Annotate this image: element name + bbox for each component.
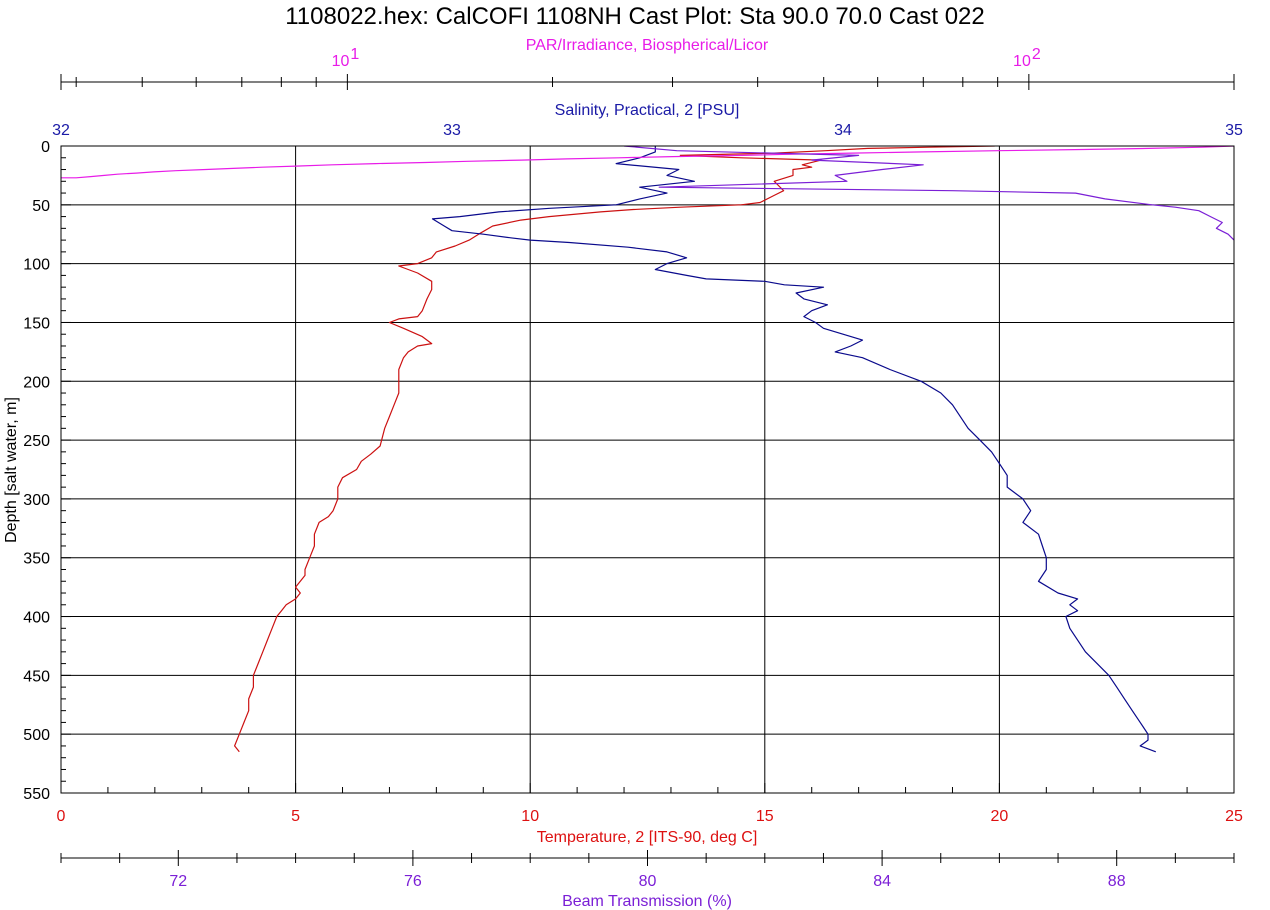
plot-grid (60, 145, 1235, 794)
depth-axis-label: Depth [salt water, m] (3, 397, 20, 543)
temperature-axis: 0 5 10 15 20 25 (57, 783, 1243, 825)
plot-frame (60, 145, 1235, 794)
beam-axis-label: Beam Transmission (%) (562, 893, 732, 910)
depth-tick-label: 200 (23, 374, 50, 391)
beam-tick-label: 80 (639, 873, 657, 890)
temperature-tick-label: 15 (756, 808, 774, 825)
par-axis-label: PAR/Irradiance, Biospherical/Licor (526, 37, 769, 54)
depth-tick-label: 100 (23, 257, 50, 274)
salinity-line (431, 146, 1157, 753)
beam-tick-label: 72 (169, 873, 187, 890)
temperature-tick-label: 25 (1225, 808, 1243, 825)
beam-tick-label: 88 (1108, 873, 1126, 890)
depth-tick-label: 250 (23, 433, 50, 450)
beam-line (623, 146, 1234, 241)
series-layer (61, 146, 1234, 753)
par-tick-label: 10 (332, 53, 350, 70)
depth-tick-label: 550 (23, 786, 50, 803)
chart-title: 1108022.hex: CalCOFI 1108NH Cast Plot: S… (285, 3, 985, 30)
beam-tick-label: 84 (873, 873, 891, 890)
temperature-tick-label: 5 (291, 808, 300, 825)
depth-tick-label: 300 (23, 492, 50, 509)
beam-axis: 72 76 80 84 88 (60, 850, 1235, 890)
depth-axis: 0 50 100 150 200 250 300 350 400 450 500 550 (23, 139, 71, 803)
par-tick-exponent: 1 (350, 46, 359, 63)
depth-tick-label: 150 (23, 315, 50, 332)
temperature-tick-label: 10 (521, 808, 539, 825)
par-axis: 10 1 10 2 (60, 46, 1235, 90)
par-tick-label: 10 (1013, 53, 1031, 70)
depth-tick-label: 450 (23, 668, 50, 685)
salinity-tick-label: 32 (52, 122, 70, 139)
salinity-axis: 32 33 34 35 (52, 122, 1243, 139)
temperature-tick-label: 20 (991, 808, 1009, 825)
depth-tick-label: 400 (23, 610, 50, 627)
par-line (61, 146, 1234, 179)
par-tick-exponent: 2 (1032, 46, 1041, 63)
depth-tick-label: 500 (23, 727, 50, 744)
salinity-axis-label: Salinity, Practical, 2 [PSU] (555, 102, 740, 119)
salinity-tick-label: 35 (1225, 122, 1243, 139)
temperature-axis-label: Temperature, 2 [ITS-90, deg C] (537, 829, 758, 846)
depth-tick-label: 350 (23, 551, 50, 568)
temperature-line (234, 146, 995, 753)
depth-tick-label: 50 (32, 198, 50, 215)
salinity-tick-label: 34 (834, 122, 852, 139)
salinity-tick-label: 33 (443, 122, 461, 139)
beam-tick-label: 76 (404, 873, 422, 890)
temperature-tick-label: 0 (57, 808, 66, 825)
depth-tick-label: 0 (41, 139, 50, 156)
